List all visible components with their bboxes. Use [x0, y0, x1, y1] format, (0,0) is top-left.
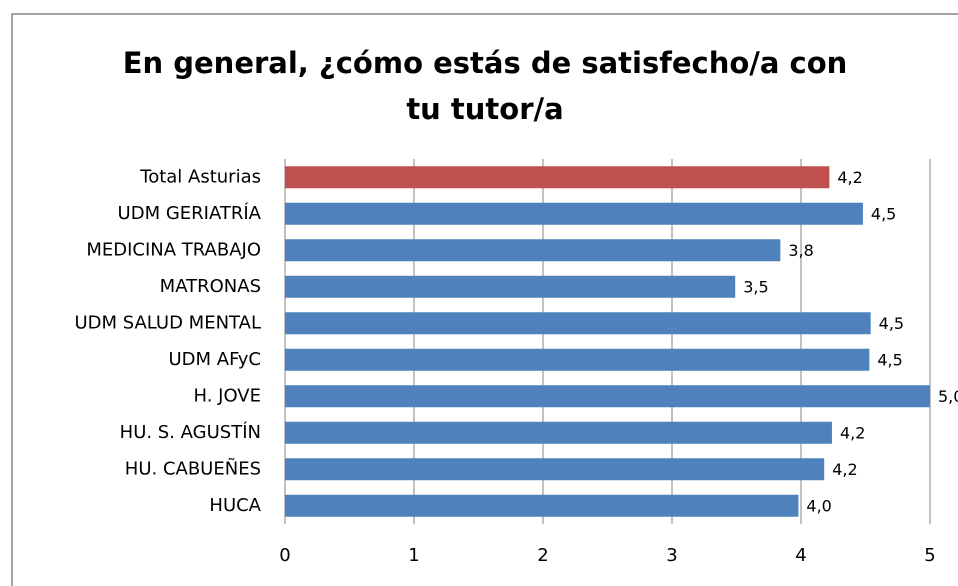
value-label: 4,5 [877, 350, 902, 369]
value-label: 3,5 [743, 277, 768, 296]
bar [285, 421, 832, 444]
y-tick-label: MATRONAS [160, 276, 261, 297]
value-label: 5,0 [938, 387, 958, 406]
chart-title: En general, ¿cómo estás de satisfecho/a … [122, 46, 848, 126]
value-label: 4,0 [806, 496, 831, 515]
x-tick-label: 3 [666, 545, 677, 566]
y-tick-label: HUCA [209, 495, 261, 516]
value-label: 3,8 [788, 241, 813, 260]
y-tick-label: Total Asturias [139, 166, 261, 187]
value-label: 4,2 [840, 423, 865, 442]
bar [285, 202, 863, 225]
bar [285, 494, 799, 517]
x-tick-label: 4 [795, 545, 806, 566]
value-label: 4,5 [879, 314, 904, 333]
chart-frame [11, 13, 958, 586]
bar [285, 348, 870, 371]
bar [285, 166, 830, 189]
value-label: 4,2 [832, 460, 857, 479]
y-tick-label: H. JOVE [193, 385, 261, 406]
y-tick-label: UDM SALUD MENTAL [74, 312, 261, 333]
y-tick-label: MEDICINA TRABAJO [86, 239, 261, 260]
x-tick-label: 1 [408, 545, 419, 566]
bar [285, 275, 736, 298]
bar [285, 239, 781, 262]
bar [285, 385, 930, 408]
y-tick-label: UDM GERIATRÍA [118, 202, 262, 224]
y-tick-label: UDM AFyC [168, 349, 261, 370]
x-tick-label: 2 [537, 545, 548, 566]
y-tick-label: HU. CABUEÑES [125, 457, 261, 479]
y-tick-label: HU. S. AGUSTÍN [120, 421, 261, 443]
value-label: 4,5 [871, 204, 896, 223]
bar [285, 312, 871, 335]
x-tick-label: 5 [924, 545, 935, 566]
value-label: 4,2 [837, 168, 862, 187]
bar [285, 458, 825, 481]
x-tick-label: 0 [279, 545, 290, 566]
